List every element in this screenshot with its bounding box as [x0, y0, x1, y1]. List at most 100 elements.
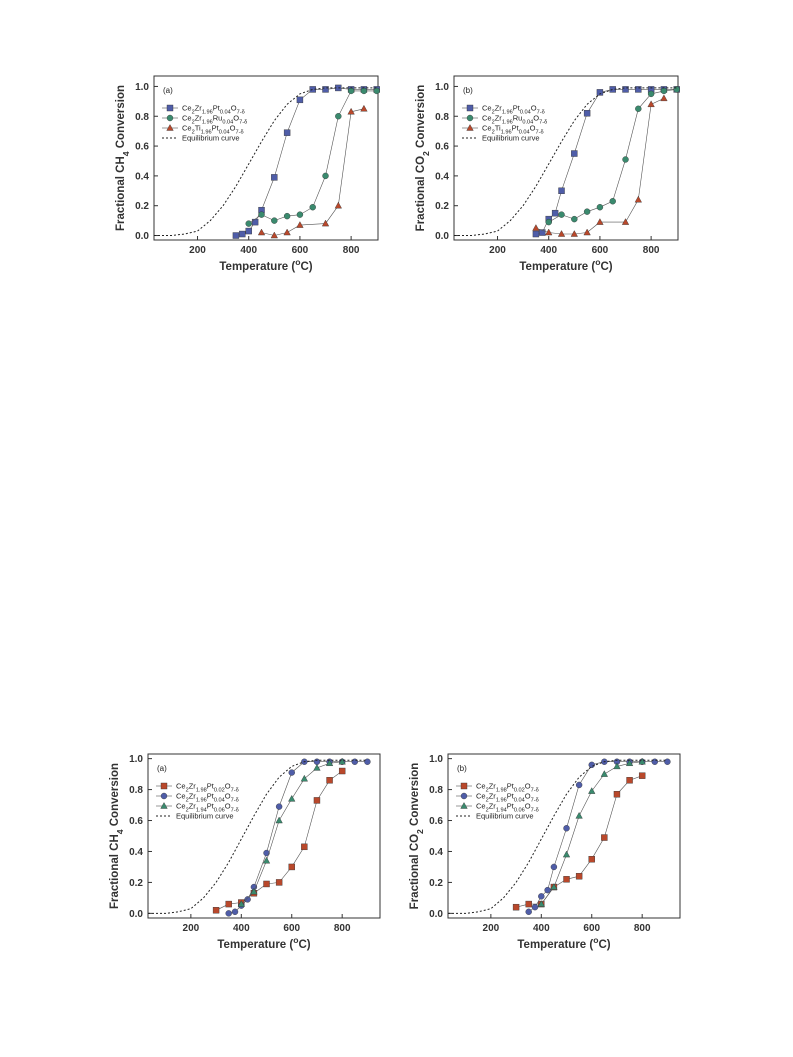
data-point — [583, 208, 591, 215]
y-axis-label: Fractional CO2 Conversion — [409, 763, 425, 910]
x-tick-label: 200 — [489, 245, 506, 256]
data-point — [283, 228, 291, 236]
data-point — [635, 105, 642, 112]
data-point — [537, 900, 545, 907]
data-point — [296, 211, 304, 218]
data-point — [570, 230, 578, 237]
data-point — [622, 156, 629, 163]
data-point — [575, 873, 583, 880]
series-line — [535, 98, 665, 235]
data-point — [545, 228, 553, 236]
data-point — [544, 886, 551, 894]
chart-ch4-dopant-panel: 200 400 600 800 0.0 0.2 0.4 0.6 0.8 1.0 Temperatur… — [115, 75, 380, 273]
plot-frame — [447, 753, 681, 919]
y-tick-label: 0.6 — [435, 142, 449, 153]
data-point — [271, 217, 278, 224]
x-tick-label: 600 — [283, 923, 300, 934]
legend-label: Ce2Zr1.96Ru0.04O7-δ — [182, 114, 247, 126]
data-point — [301, 843, 308, 851]
data-point — [283, 212, 291, 220]
x-axis-label: Temperature (oC) — [219, 257, 312, 273]
plot-frame — [153, 75, 379, 241]
legend-marker — [160, 782, 168, 790]
data-point — [257, 228, 266, 236]
data-point — [275, 879, 283, 886]
x-tick-label: 200 — [183, 923, 200, 934]
y-tick-label: 0.6 — [135, 142, 149, 153]
x-axis-label: Temperature (oC) — [519, 257, 612, 273]
data-point — [250, 887, 258, 895]
data-point — [335, 113, 342, 120]
y-tick-label: 1.0 — [429, 754, 443, 765]
panel-label: (b) — [463, 86, 473, 95]
data-point — [558, 187, 565, 195]
data-point — [596, 203, 604, 211]
y-tick-label: 0.0 — [435, 231, 449, 242]
y-axis-label: Fractional CH4 Conversion — [109, 763, 125, 909]
plot-frame — [147, 753, 381, 919]
legend-label: Ce2Zr1.94Pt0.06O7-δ — [476, 802, 539, 814]
data-point — [313, 764, 321, 771]
data-point — [373, 87, 380, 95]
data-point — [232, 232, 240, 239]
data-point — [351, 758, 358, 765]
x-tick-label: 600 — [583, 923, 600, 934]
data-point — [325, 759, 334, 766]
y-tick-label: 0.2 — [129, 878, 143, 889]
data-point — [613, 791, 621, 798]
data-point — [550, 883, 558, 890]
data-point — [575, 811, 583, 819]
y-tick-label: 0.2 — [135, 201, 149, 212]
legend-label: Ce2Zr1.98Pt0.02O7-δ — [476, 782, 539, 794]
panel-label: (a) — [157, 764, 167, 773]
y-tick-label: 1.0 — [435, 82, 449, 93]
legend-label: Ce2Zr1.96Pt0.04O7-δ — [482, 104, 545, 116]
legend-label: Ce2Ti1.96Pt0.04O7-δ — [182, 124, 244, 136]
data-point — [583, 110, 591, 117]
data-point — [525, 908, 532, 916]
x-tick-label: 400 — [240, 245, 257, 256]
data-point — [360, 104, 368, 112]
data-point — [347, 107, 355, 115]
legend-marker — [160, 792, 168, 800]
data-point — [288, 794, 296, 802]
data-point — [245, 220, 252, 227]
data-point — [288, 863, 295, 871]
data-point — [664, 758, 671, 765]
data-point — [532, 230, 540, 238]
legend-marker — [460, 782, 468, 790]
legend-label: Equilibrium curve — [482, 134, 540, 143]
x-tick-label: 800 — [643, 245, 660, 256]
data-point — [525, 900, 532, 908]
chart-co2-dopant-panel: 200 400 600 800 0.0 0.2 0.4 0.6 0.8 1.0 Temperatur… — [415, 75, 680, 273]
y-tick-label: 0.0 — [129, 909, 143, 920]
data-point — [244, 896, 251, 903]
data-point — [245, 227, 252, 235]
data-point — [225, 910, 232, 917]
x-tick-label: 400 — [533, 923, 550, 934]
plot-frame — [453, 75, 679, 241]
data-point — [571, 150, 578, 157]
data-point — [613, 762, 621, 770]
data-point — [571, 215, 578, 223]
x-tick-label: 800 — [334, 923, 351, 934]
y-tick-label: 0.2 — [435, 201, 449, 212]
data-point — [225, 900, 232, 908]
y-axis-label: Fractional CH4 Conversion — [115, 85, 131, 231]
x-axis-label: Temperature (oC) — [217, 935, 310, 951]
y-tick-label: 0.6 — [129, 816, 143, 827]
chart-co2-loading-panel: 200 400 600 800 0.0 0.2 0.4 0.6 0.8 1.0 Temperatur… — [409, 753, 681, 951]
equilibrium-curve-line — [448, 759, 668, 914]
data-point — [622, 86, 629, 93]
x-tick-label: 800 — [634, 923, 651, 934]
series-line — [248, 90, 377, 224]
legend-label: Equilibrium curve — [176, 812, 234, 821]
data-point — [360, 87, 368, 95]
data-point — [283, 129, 291, 136]
data-point — [271, 174, 278, 181]
data-point — [588, 856, 595, 863]
data-point — [275, 803, 283, 810]
data-point — [263, 880, 270, 888]
data-point — [263, 849, 270, 857]
data-point — [258, 211, 265, 218]
